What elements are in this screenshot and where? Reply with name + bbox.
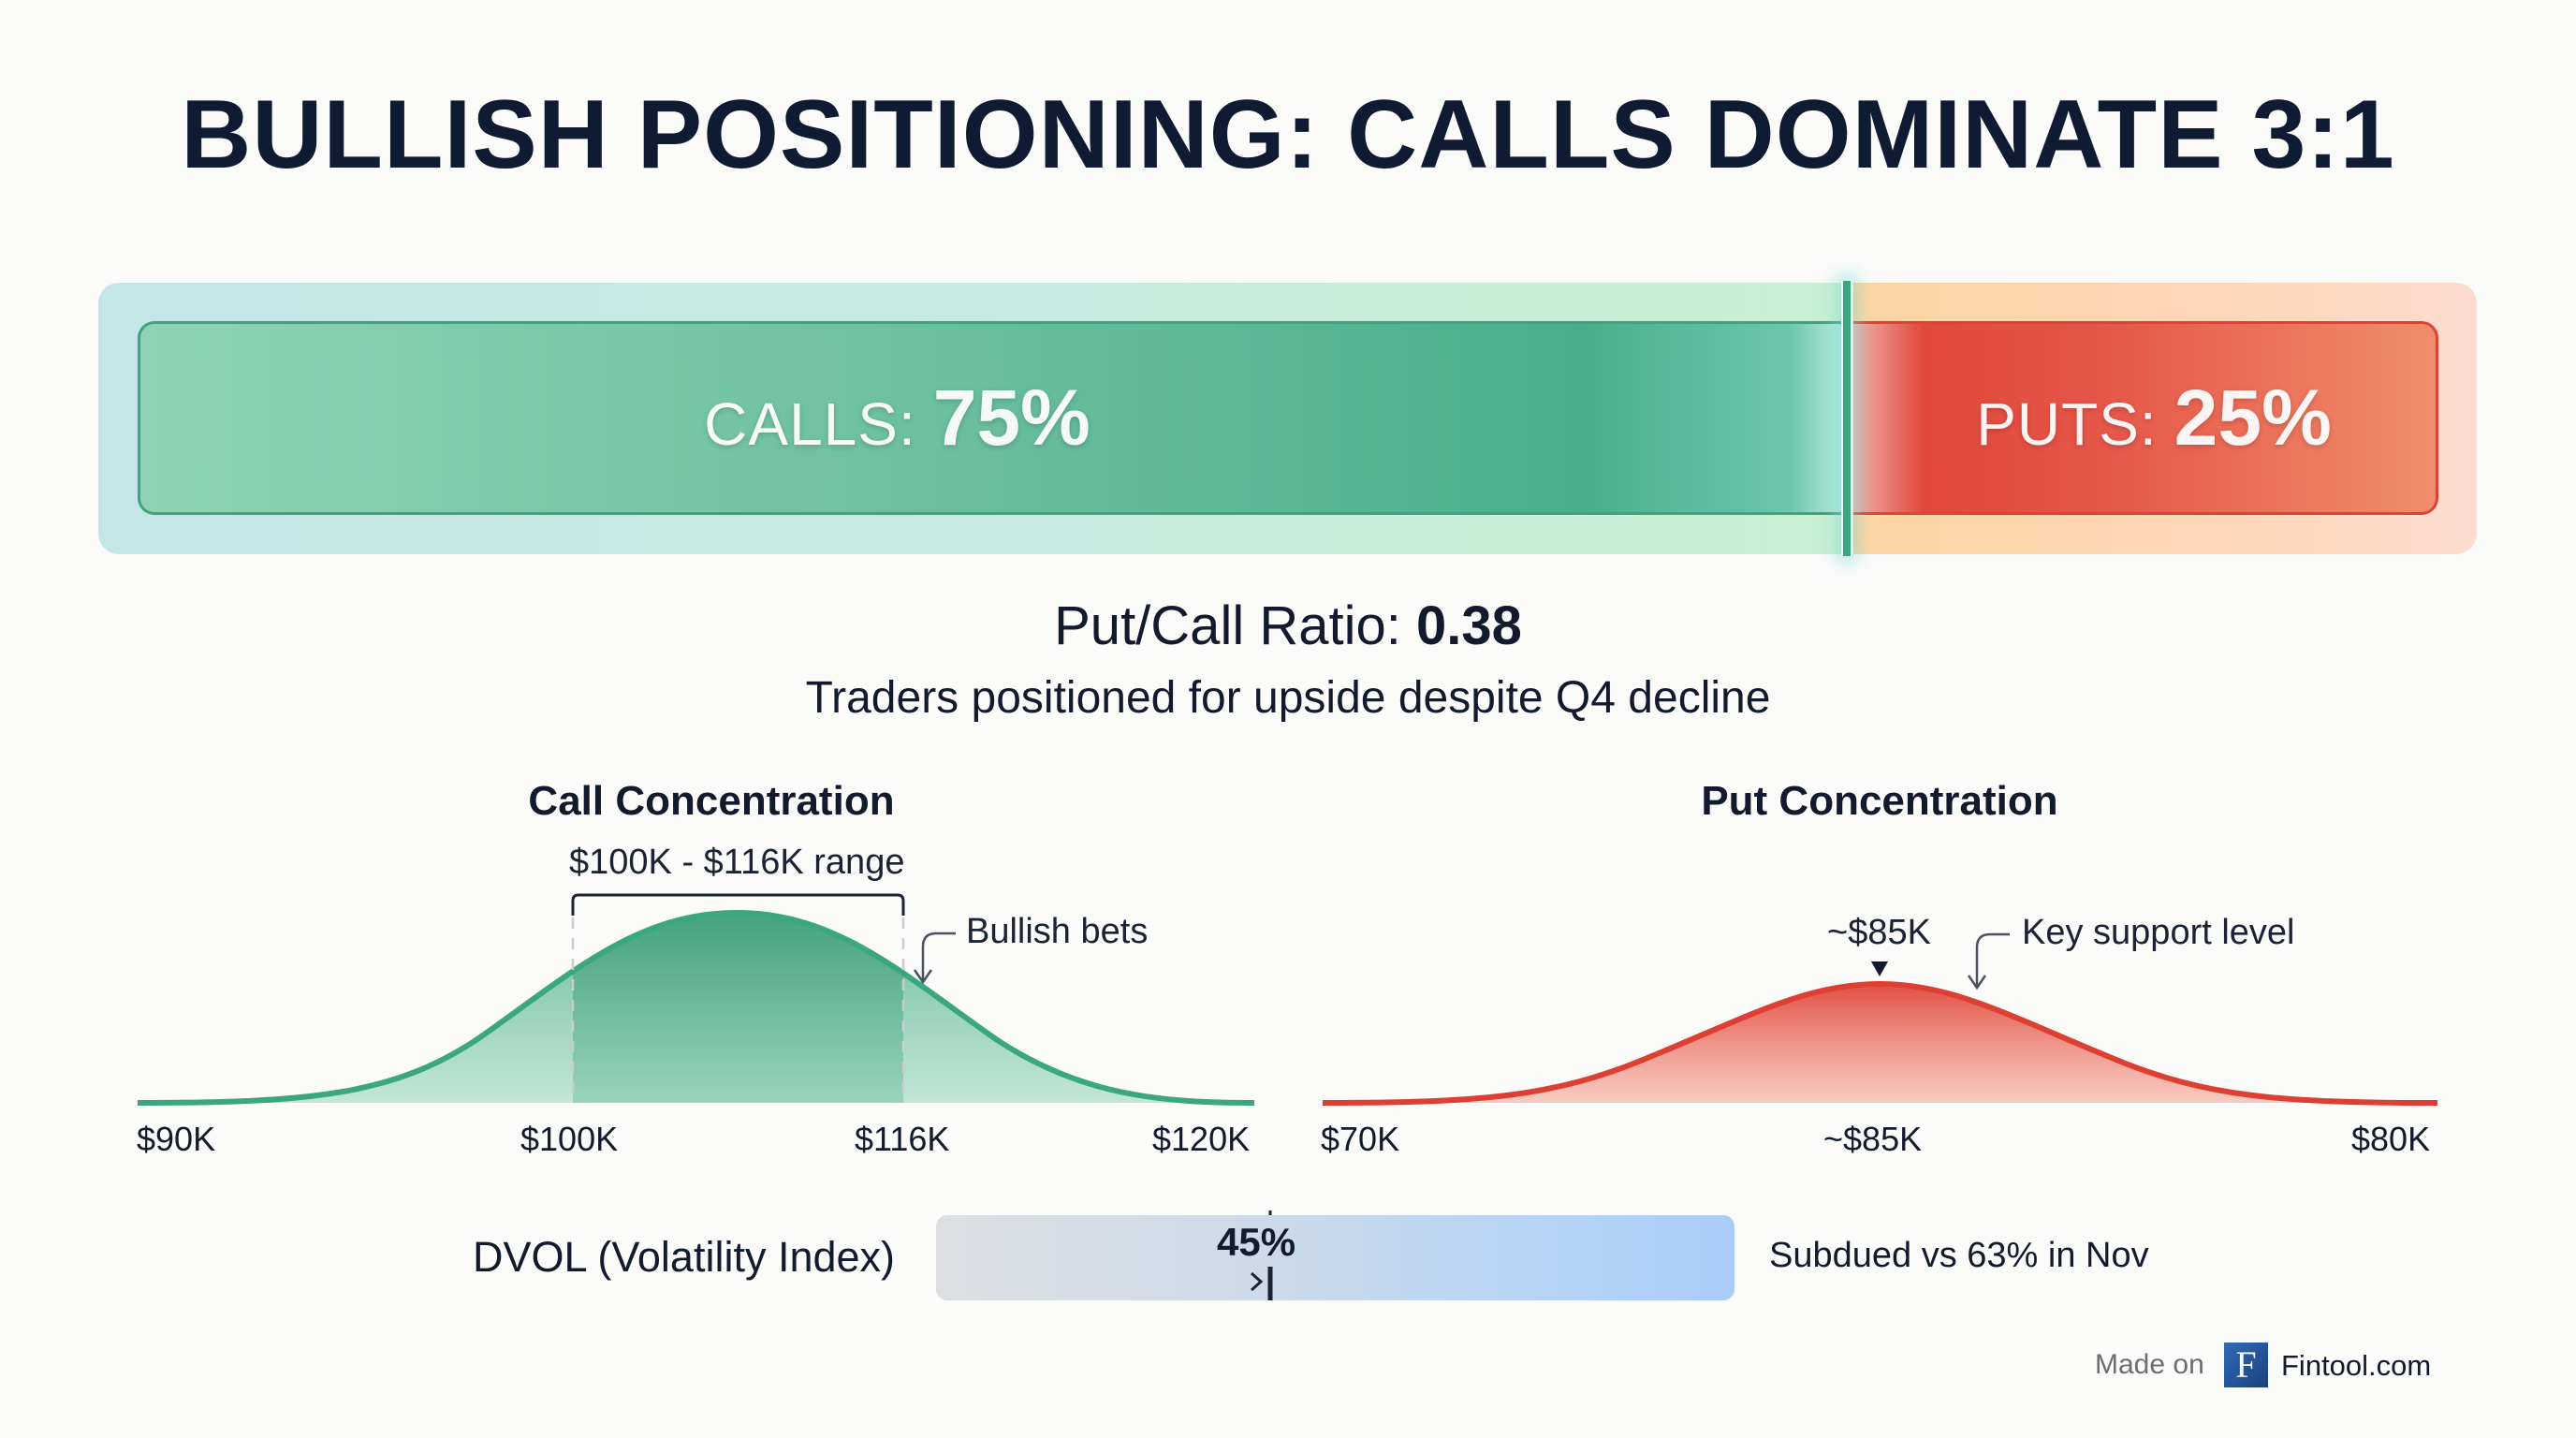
dvol-label: DVOL (Volatility Index) — [473, 1233, 896, 1281]
put-tick: ~$85K — [1823, 1120, 1923, 1158]
puts-label: PUTS: — [1976, 390, 2158, 458]
calls-label: CALLS: — [704, 390, 916, 458]
put-peak-label: ~$85K — [1827, 913, 1931, 952]
call-tick: $100K — [520, 1120, 619, 1158]
call-tick: $116K — [855, 1120, 950, 1158]
range-bracket — [571, 893, 905, 916]
peak-marker-icon — [1871, 961, 1888, 976]
call-chart-title: Call Concentration — [528, 778, 895, 824]
call-range-label: $100K - $116K range — [569, 843, 905, 882]
put-annotation: Key support level — [2022, 913, 2295, 952]
footer-brand-link[interactable]: Fintool.com — [2281, 1349, 2432, 1382]
page-title: BULLISH POSITIONING: CALLS DOMINATE 3:1 — [181, 81, 2395, 189]
fintool-logo-icon: F — [2224, 1343, 2268, 1387]
call-range-highlight — [573, 913, 903, 1103]
split-divider — [1841, 281, 1852, 556]
footer-made-on: Made on — [2095, 1349, 2204, 1380]
call-annotation: Bullish bets — [966, 912, 1149, 951]
support-leader-icon — [1975, 932, 2010, 986]
dvol-value: 45% — [1217, 1220, 1296, 1264]
put-tick: $70K — [1321, 1120, 1400, 1158]
call-tick: $120K — [1152, 1120, 1251, 1158]
put-chart-title: Put Concentration — [1701, 778, 2058, 824]
put-curve-fill — [1323, 984, 2437, 1103]
put-call-ratio: Put/Call Ratio: 0.38 — [0, 599, 2576, 653]
dvol-note: Subdued vs 63% in Nov — [1769, 1236, 2149, 1275]
put-curve-line — [1322, 980, 2438, 1106]
puts-bar: PUTS: 25% — [1853, 321, 2438, 515]
calls-bar: CALLS: 75% — [138, 321, 1841, 515]
ratio-subtitle: Traders positioned for upside despite Q4… — [805, 673, 1771, 723]
put-tick: $80K — [2351, 1120, 2431, 1158]
puts-text: PUTS: 25% — [1976, 373, 2332, 463]
dvol-gauge — [936, 1215, 1734, 1300]
bullish-leader-icon — [921, 932, 956, 980]
ratio-value: 0.38 — [1415, 595, 1522, 656]
calls-value: 75% — [932, 374, 1090, 462]
ratio-label: Put/Call Ratio: — [1054, 595, 1401, 656]
calls-text: CALLS: 75% — [704, 373, 1090, 463]
call-curve-line — [137, 909, 1255, 1106]
call-tick: $90K — [137, 1120, 216, 1158]
puts-value: 25% — [2174, 374, 2332, 462]
